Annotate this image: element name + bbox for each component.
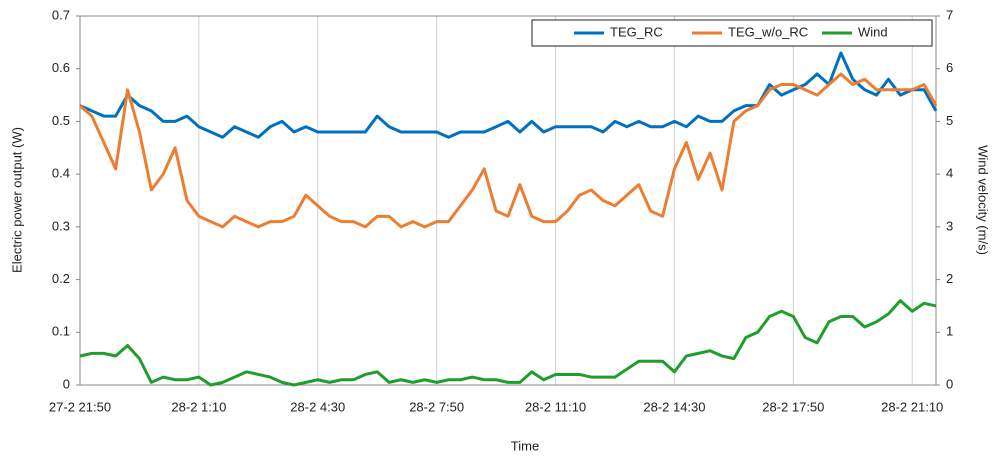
y-axis-title: Electric power output (W) (9, 127, 24, 273)
y2-tick-label: 2 (946, 271, 953, 286)
x-tick-label: 28-2 14:30 (643, 399, 705, 414)
legend-label: Wind (858, 24, 888, 39)
series-line (79, 51, 938, 139)
series-line (79, 72, 938, 229)
x-tick-label: 28-2 7:50 (409, 399, 464, 414)
y-tick-label: 0 (63, 376, 70, 391)
x-tick-label: 28-2 11:10 (525, 399, 586, 414)
y-tick-label: 0.4 (52, 166, 70, 181)
y-tick-label: 0.7 (52, 7, 70, 22)
y2-tick-label: 5 (946, 113, 953, 128)
y-tick-label: 0.3 (52, 218, 70, 233)
series-line (79, 299, 937, 387)
y-tick-label: 0.1 (52, 324, 70, 339)
legend-label: TEG_w/o_RC (728, 24, 808, 39)
x-tick-label: 28-2 4:30 (290, 399, 345, 414)
y2-tick-label: 1 (946, 324, 953, 339)
x-tick-label: 28-2 21:10 (881, 399, 943, 414)
plot-frame (79, 15, 937, 386)
y2-tick-label: 7 (946, 7, 953, 22)
y2-axis-title: Wind velocity (m/s) (976, 145, 991, 255)
y2-tick-label: 3 (946, 218, 953, 233)
y2-tick-label: 6 (946, 60, 953, 75)
legend-label: TEG_RC (610, 24, 663, 39)
y2-tick-label: 4 (946, 166, 953, 181)
x-tick-label: 28-2 17:50 (762, 399, 824, 414)
y-tick-label: 0.2 (52, 271, 70, 286)
x-tick-label: 27-2 21:50 (49, 399, 111, 414)
x-axis-title: Time (511, 438, 539, 453)
x-tick-label: 28-2 1:10 (171, 399, 226, 414)
y-tick-label: 0.6 (52, 60, 70, 75)
y2-tick-label: 0 (946, 376, 953, 391)
y-tick-label: 0.5 (52, 113, 70, 128)
